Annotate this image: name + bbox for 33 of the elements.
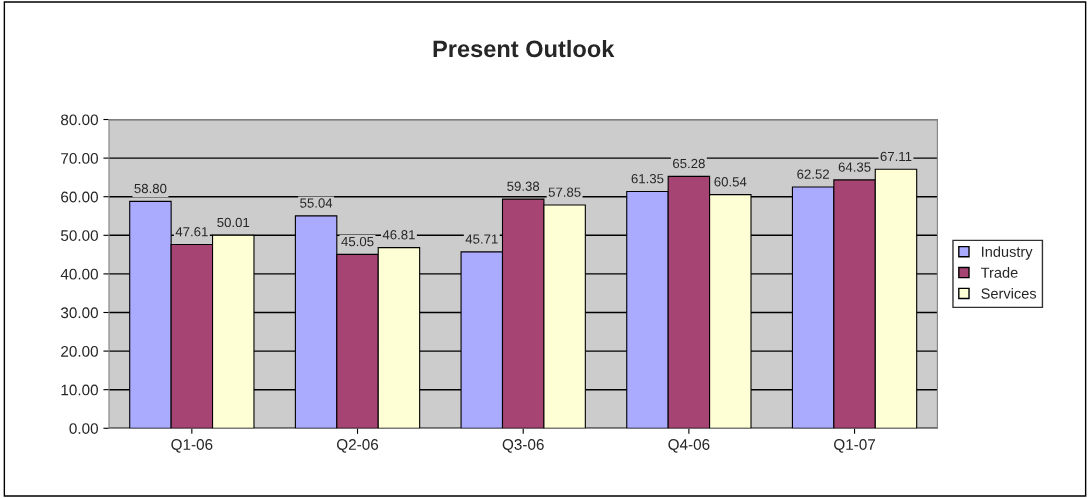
data-label: 57.85 (548, 187, 581, 197)
y-tick-label: 60.00 (61, 191, 98, 203)
data-label: 58.80 (134, 183, 167, 194)
x-tick-label: Q4-06 (668, 439, 710, 453)
data-label: 59.38 (507, 181, 540, 191)
x-tick-label: Q1-07 (834, 439, 876, 453)
data-label: 46.81 (382, 230, 415, 240)
x-tick-label: Q2-06 (337, 439, 379, 453)
legend-label: Industry (982, 246, 1033, 260)
data-label: 67.11 (880, 151, 912, 162)
legend-label: Services (981, 287, 1037, 299)
y-tick-label: 40.00 (60, 268, 98, 280)
data-label: 47.61 (175, 227, 208, 237)
data-label: 65.28 (673, 158, 705, 169)
chart-title: Present Outlook (433, 39, 615, 58)
data-label: 62.52 (797, 169, 829, 179)
y-tick-label: 50.00 (60, 230, 98, 241)
y-tick-label: 70.00 (61, 152, 98, 164)
y-tick-label: 30.00 (60, 307, 98, 319)
x-tick-label: Q3-06 (502, 439, 544, 453)
y-tick-label: 20.00 (61, 345, 98, 357)
data-label: 64.35 (838, 162, 871, 172)
data-label: 45.05 (341, 236, 374, 247)
data-label: 61.35 (631, 173, 664, 184)
y-tick-label: 10.00 (61, 384, 98, 396)
data-label: 45.71 (465, 234, 498, 244)
data-label: 50.01 (217, 217, 250, 228)
y-tick-label: 80.00 (61, 114, 98, 126)
data-label: 60.54 (714, 177, 747, 187)
legend-label: Trade (981, 267, 1018, 278)
x-tick-label: Q1-06 (171, 439, 213, 453)
data-label: 55.04 (300, 198, 333, 208)
y-tick-label: 0.00 (69, 423, 98, 434)
